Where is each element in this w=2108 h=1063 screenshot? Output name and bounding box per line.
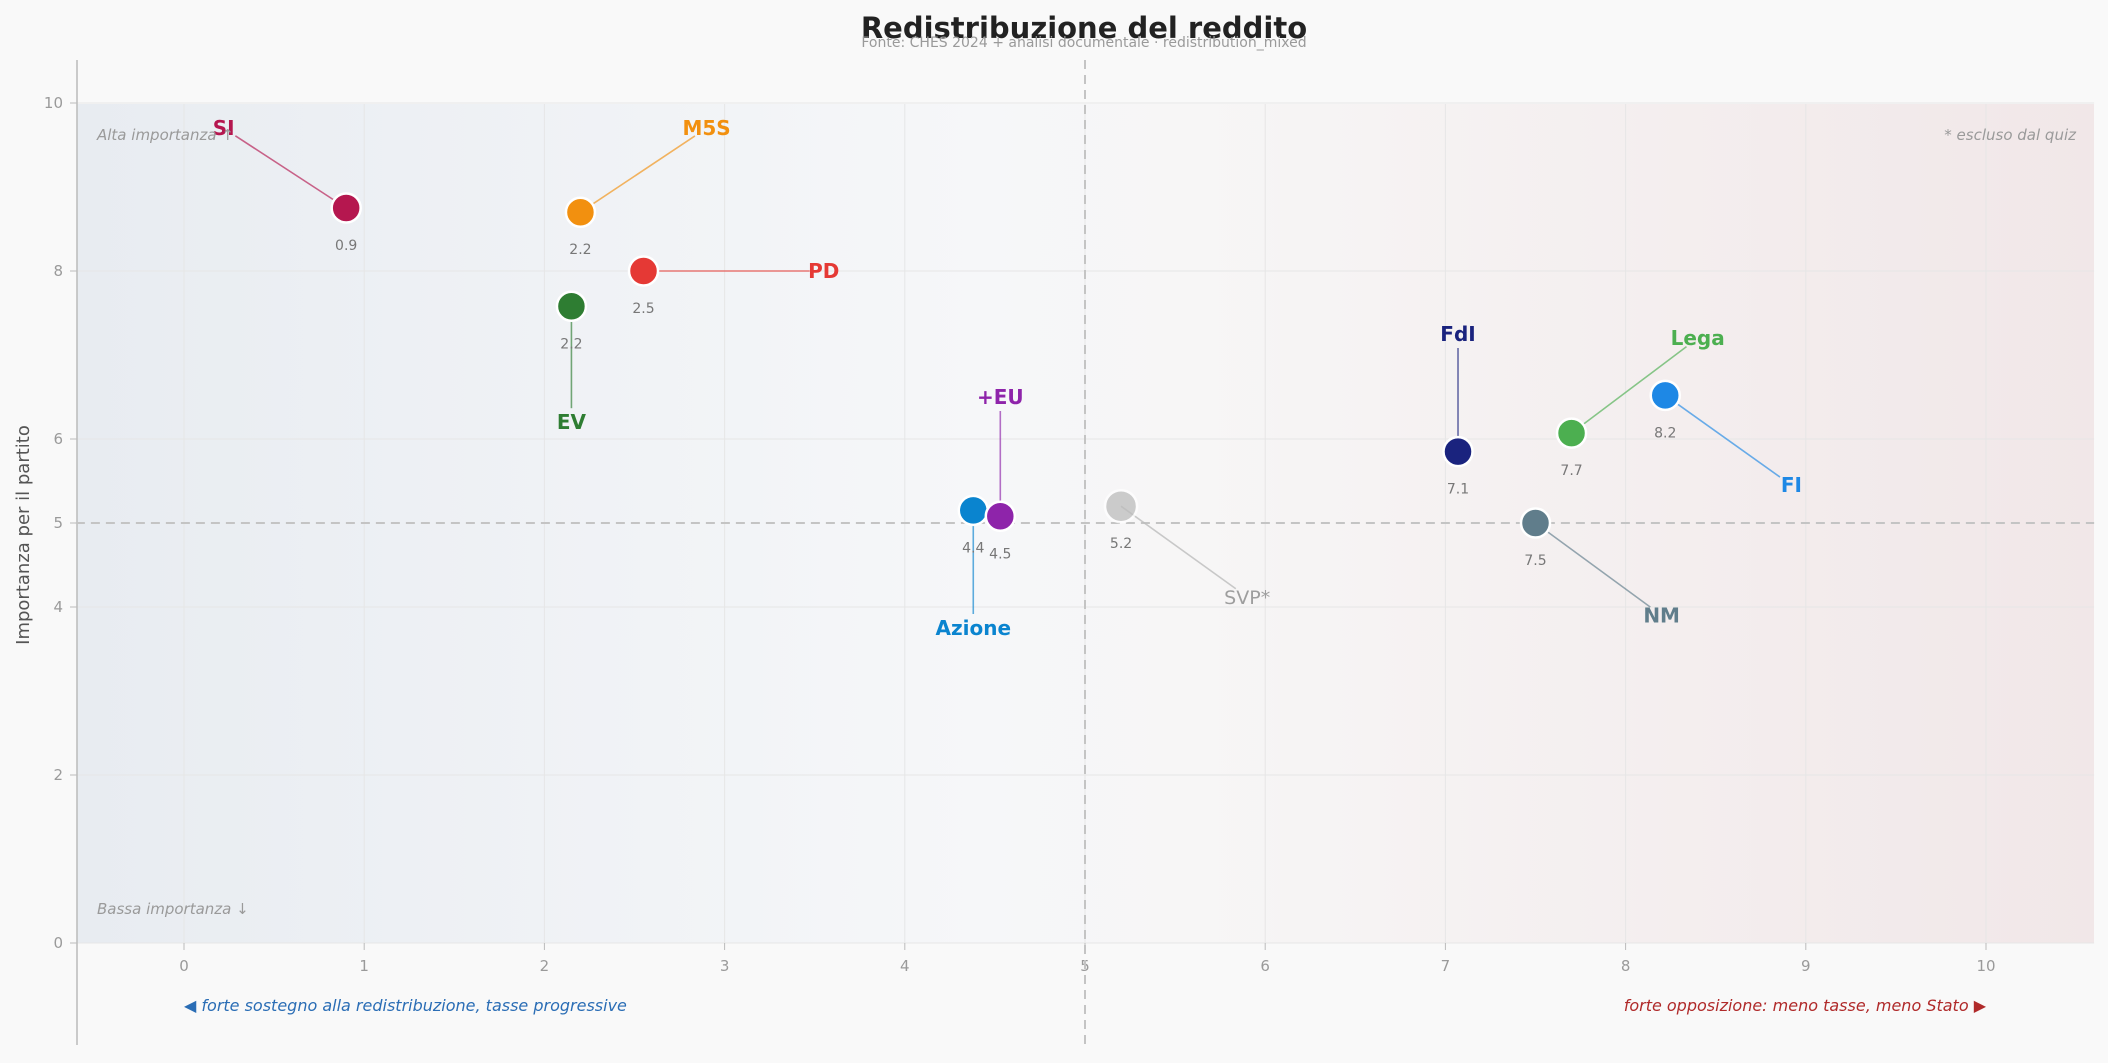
party-label-eu: +EU [977, 385, 1024, 409]
party-label-m5s: M5S [682, 116, 730, 140]
x-tick-label: 0 [179, 957, 189, 975]
party-label-nm: NM [1643, 603, 1680, 627]
point-pd [627, 255, 660, 287]
y-tick-label: 2 [53, 766, 63, 784]
x-tick-label: 6 [1260, 957, 1270, 975]
x-tick-label: 10 [1976, 957, 1995, 975]
y-tick-label: 8 [53, 262, 63, 280]
connector-m5s [579, 135, 696, 213]
y-tick-label: 6 [53, 430, 63, 448]
point-fi [1649, 379, 1681, 412]
axis-hint-right: forte opposizione: meno tasse, meno Stat… [1624, 996, 1987, 1015]
y-tick-label: 4 [53, 598, 63, 616]
x-tick-label: 3 [720, 957, 730, 975]
label-layer: 0.9 SI 2.2 M5S 2.5 PD 2.2 EV 4.4 Azione 4.5 +EU 5.2 S… [213, 116, 1802, 640]
party-label-svp: SVP* [1224, 587, 1270, 609]
party-label-azione: Azione [936, 616, 1012, 640]
point-nm [1519, 507, 1552, 539]
point-layer [330, 192, 1681, 539]
party-label-pd: PD [808, 259, 839, 283]
value-label-ev: 2.2 [560, 336, 582, 352]
value-label-nm: 7.5 [1524, 553, 1546, 569]
chart-title: Redistribuzione del reddito [861, 11, 1307, 45]
value-label-fi: 8.2 [1654, 425, 1676, 441]
axis-layer: 01234567891002456810 [44, 60, 2095, 1045]
value-label-azione: 4.4 [962, 540, 984, 556]
corner-label-top-left: Alta importanza ↑ [96, 126, 234, 144]
party-label-ev: EV [557, 410, 587, 434]
corner-label-top-right: * escluso dal quiz [1944, 126, 2077, 144]
connector-layer [234, 135, 1781, 614]
axis-hint-left: ◀ forte sostegno alla redistribuzione, t… [184, 996, 627, 1015]
x-tick-label: 1 [359, 957, 369, 975]
y-tick-label: 0 [53, 934, 63, 952]
value-label-si: 0.9 [335, 238, 357, 254]
party-label-si: SI [213, 116, 235, 140]
chart-subtitle: Fonte: CHES 2024 + analisi documentale ·… [861, 35, 1306, 51]
point-azione [957, 494, 990, 527]
point-m5s [564, 196, 597, 228]
party-label-fdi: FdI [1440, 322, 1475, 346]
y-axis-label: Importanza per il partito [13, 425, 34, 645]
connector-fi [1664, 394, 1781, 478]
value-label-fdi: 7.1 [1447, 482, 1469, 498]
value-label-svp: 5.2 [1110, 536, 1132, 552]
point-fdi [1442, 435, 1474, 468]
y-tick-label: 5 [53, 514, 63, 532]
connector-nm [1535, 522, 1651, 608]
point-eu [984, 500, 1017, 533]
connector-lega [1571, 345, 1687, 434]
corner-label-bottom-left: Bassa importanza ↓ [97, 900, 249, 918]
x-tick-label: 9 [1801, 957, 1811, 975]
value-label-eu: 4.5 [989, 546, 1011, 562]
x-tick-label: 4 [900, 957, 910, 975]
connector-svp [1120, 505, 1237, 590]
y-tick-label: 10 [44, 94, 63, 112]
x-tick-label: 8 [1621, 957, 1631, 975]
point-ev [555, 290, 588, 323]
value-label-m5s: 2.2 [569, 242, 591, 258]
connector-si [234, 135, 347, 209]
point-svp [1103, 488, 1139, 524]
x-tick-label: 2 [540, 957, 550, 975]
value-label-pd: 2.5 [632, 301, 654, 317]
x-tick-label: 7 [1441, 957, 1451, 975]
point-si [330, 192, 362, 224]
party-label-fi: FI [1781, 473, 1802, 497]
value-label-lega: 7.7 [1560, 463, 1582, 479]
point-lega [1555, 417, 1588, 449]
party-label-lega: Lega [1671, 326, 1725, 350]
